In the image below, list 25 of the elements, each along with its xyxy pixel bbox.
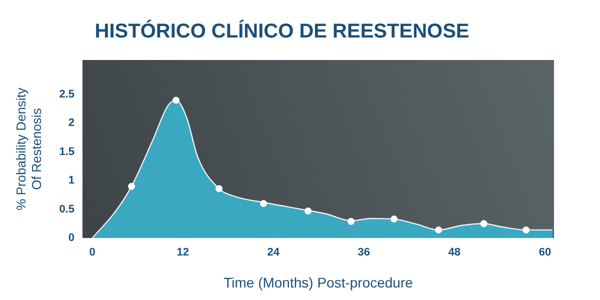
x-tick-label: 60: [538, 246, 552, 259]
point: [128, 182, 136, 190]
chart-title: HISTÓRICO CLÍNICO DE REESTENOSE: [94, 20, 470, 43]
x-tick-label: 24: [267, 246, 280, 259]
point: [348, 218, 355, 225]
point: [216, 185, 223, 192]
y-tick-label: 2.5: [59, 88, 74, 100]
point: [172, 96, 180, 104]
point: [435, 226, 442, 234]
y-tick-label: 0.5: [59, 203, 74, 216]
point: [304, 208, 312, 215]
x-tick-label: 0: [89, 246, 96, 259]
point: [480, 220, 488, 228]
y-tick-label: 0: [68, 232, 74, 244]
y-axis-title: % Probability Density Of Restenosis: [13, 87, 44, 210]
point: [522, 226, 530, 234]
x-tick-label: 36: [358, 246, 370, 259]
y-tick-label: 1.5: [59, 146, 74, 158]
y-tick-label: 2: [68, 117, 74, 130]
x-tick-label: 12: [176, 246, 189, 259]
point: [390, 216, 398, 223]
x-tick-label: 48: [448, 246, 461, 259]
y-tick-label: 1: [68, 174, 74, 187]
point: [260, 200, 268, 208]
x-axis-title: Time (Months) Post-procedure: [224, 274, 414, 290]
